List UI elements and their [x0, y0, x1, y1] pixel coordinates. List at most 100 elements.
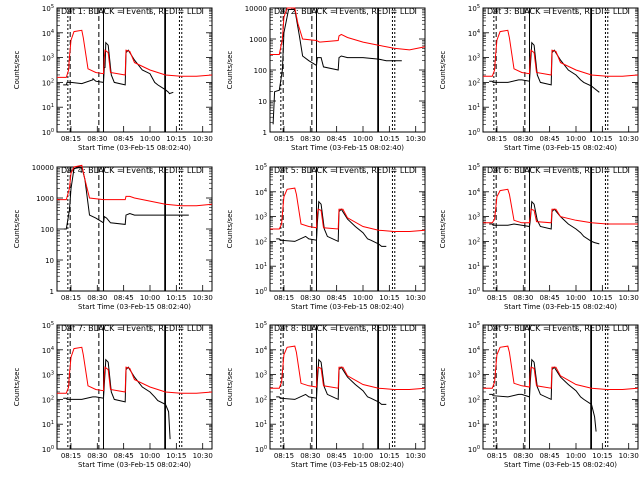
x-tick-label: 10:15 [592, 294, 612, 302]
x-tick-label: 10:00 [353, 135, 373, 143]
panel-det-9: Det 9: BLACK = Events, RED = LLD 100 101 10… [439, 321, 639, 469]
lld-series-line [57, 29, 213, 78]
y-tick-label: 1 [50, 288, 54, 296]
x-tick-label: 10:15 [379, 294, 399, 302]
panel-det-2: Det 2: BLACK = Events, RED = LLD 1 10 100 10… [226, 5, 426, 152]
plot-frame [56, 324, 213, 450]
panel-title: Det 7: BLACK = Events, RED = LLD [61, 324, 202, 333]
y-tick-label: 105 [42, 321, 54, 330]
y-tick-label: 104 [468, 346, 480, 355]
y-tick-label: 105 [255, 321, 267, 330]
x-axis-label: Start Time (03-Feb-15 08:02:40) [291, 303, 404, 311]
x-tick-label: 08:45 [114, 294, 134, 302]
lld-series-line [57, 164, 213, 207]
x-tick-label: 10:30 [406, 135, 426, 143]
y-tick-label: 102 [42, 78, 54, 87]
panel-det-8: Det 8: BLACK = Events, RED = LLD 100 101 10… [226, 321, 426, 469]
panel-title: Det 3: BLACK = Events, RED = LLD [487, 7, 628, 16]
y-axis-label: Counts/sec [13, 210, 21, 249]
x-tick-label: 08:30 [300, 294, 320, 302]
panel-title: Det 4: BLACK = Events, RED = LLD [61, 166, 202, 175]
panel-det-5: Det 5: BLACK = Events, RED = LLD 100 101 10… [226, 163, 426, 311]
x-tick-label: 08:15 [61, 452, 81, 460]
x-tick-label: 10:00 [140, 135, 160, 143]
y-tick-label: 101 [255, 262, 267, 271]
y-axis-label: Counts/sec [439, 210, 447, 249]
y-tick-label: 104 [468, 188, 480, 197]
lld-series-line [57, 346, 213, 394]
x-axis-label: Start Time (03-Feb-15 08:02:40) [291, 461, 404, 469]
x-tick-label: 10:30 [193, 452, 213, 460]
x-tick-label: 10:00 [353, 452, 373, 460]
x-tick-label: 08:45 [540, 294, 560, 302]
y-tick-label: 102 [468, 237, 480, 246]
x-tick-label: 08:15 [487, 294, 507, 302]
y-axis-label: Counts/sec [226, 210, 234, 249]
y-axis-label: Counts/sec [226, 368, 234, 407]
y-tick-label: 103 [42, 371, 54, 380]
plot-frame [269, 7, 426, 133]
events-series-line [272, 9, 402, 125]
panel-title: Det 2: BLACK = Events, RED = LLD [274, 7, 415, 16]
x-tick-label: 10:15 [166, 452, 186, 460]
y-tick-label: 100 [42, 445, 54, 454]
y-tick-label: 101 [468, 262, 480, 271]
y-tick-label: 105 [255, 163, 267, 172]
lld-series-line [483, 29, 639, 77]
y-tick-label: 101 [468, 420, 480, 429]
y-tick-label: 104 [468, 29, 480, 38]
lld-series-line [483, 188, 638, 225]
x-tick-label: 10:30 [193, 294, 213, 302]
y-axis-label: Counts/sec [13, 368, 21, 407]
y-tick-label: 1000 [36, 195, 54, 203]
y-tick-label: 101 [468, 103, 480, 112]
y-tick-label: 1 [263, 129, 267, 137]
y-tick-label: 104 [42, 29, 54, 38]
x-tick-label: 10:30 [193, 135, 213, 143]
x-tick-label: 08:45 [114, 452, 134, 460]
x-axis-label: Start Time (03-Feb-15 08:02:40) [504, 144, 617, 152]
x-tick-label: 10:00 [566, 135, 586, 143]
x-tick-label: 10:00 [140, 294, 160, 302]
x-axis-label: Start Time (03-Feb-15 08:02:40) [504, 303, 617, 311]
y-tick-label: 101 [42, 420, 54, 429]
events-series-line [63, 166, 189, 230]
x-axis-label: Start Time (03-Feb-15 08:02:40) [78, 461, 191, 469]
y-tick-label: 10 [45, 257, 54, 265]
events-series-line [63, 41, 174, 95]
x-axis-label: Start Time (03-Feb-15 08:02:40) [78, 303, 191, 311]
y-tick-label: 103 [468, 371, 480, 380]
y-tick-label: 102 [468, 395, 480, 404]
x-tick-label: 08:15 [61, 135, 81, 143]
x-axis-label: Start Time (03-Feb-15 08:02:40) [78, 144, 191, 152]
x-tick-label: 10:00 [566, 294, 586, 302]
x-tick-label: 08:45 [327, 452, 347, 460]
events-series-line [489, 41, 600, 93]
plot-frame [482, 7, 639, 133]
plot-frame [56, 166, 213, 292]
events-series-line [276, 358, 387, 405]
x-tick-label: 10:30 [619, 452, 639, 460]
x-tick-label: 08:45 [114, 135, 134, 143]
x-tick-label: 08:15 [274, 294, 294, 302]
x-tick-label: 10:00 [140, 452, 160, 460]
x-tick-label: 10:30 [406, 294, 426, 302]
y-tick-label: 100 [41, 226, 54, 234]
panel-title: Det 1: BLACK = Events, RED = LLD [61, 7, 202, 16]
x-tick-label: 08:15 [61, 294, 81, 302]
x-tick-label: 08:15 [274, 135, 294, 143]
x-tick-label: 08:30 [513, 135, 533, 143]
x-tick-label: 10:15 [592, 452, 612, 460]
events-series-line [489, 200, 600, 245]
panel-title: Det 5: BLACK = Events, RED = LLD [274, 166, 415, 175]
x-tick-label: 08:45 [327, 135, 347, 143]
y-tick-label: 1000 [249, 36, 267, 44]
y-tick-label: 105 [468, 4, 480, 13]
x-tick-label: 08:30 [87, 452, 107, 460]
events-series-line [63, 358, 171, 440]
y-tick-label: 104 [42, 346, 54, 355]
x-tick-label: 08:45 [540, 452, 560, 460]
panel-det-1: Det 1: BLACK = Events, RED = LLD 100 101 10… [13, 4, 213, 152]
x-tick-label: 08:30 [513, 294, 533, 302]
